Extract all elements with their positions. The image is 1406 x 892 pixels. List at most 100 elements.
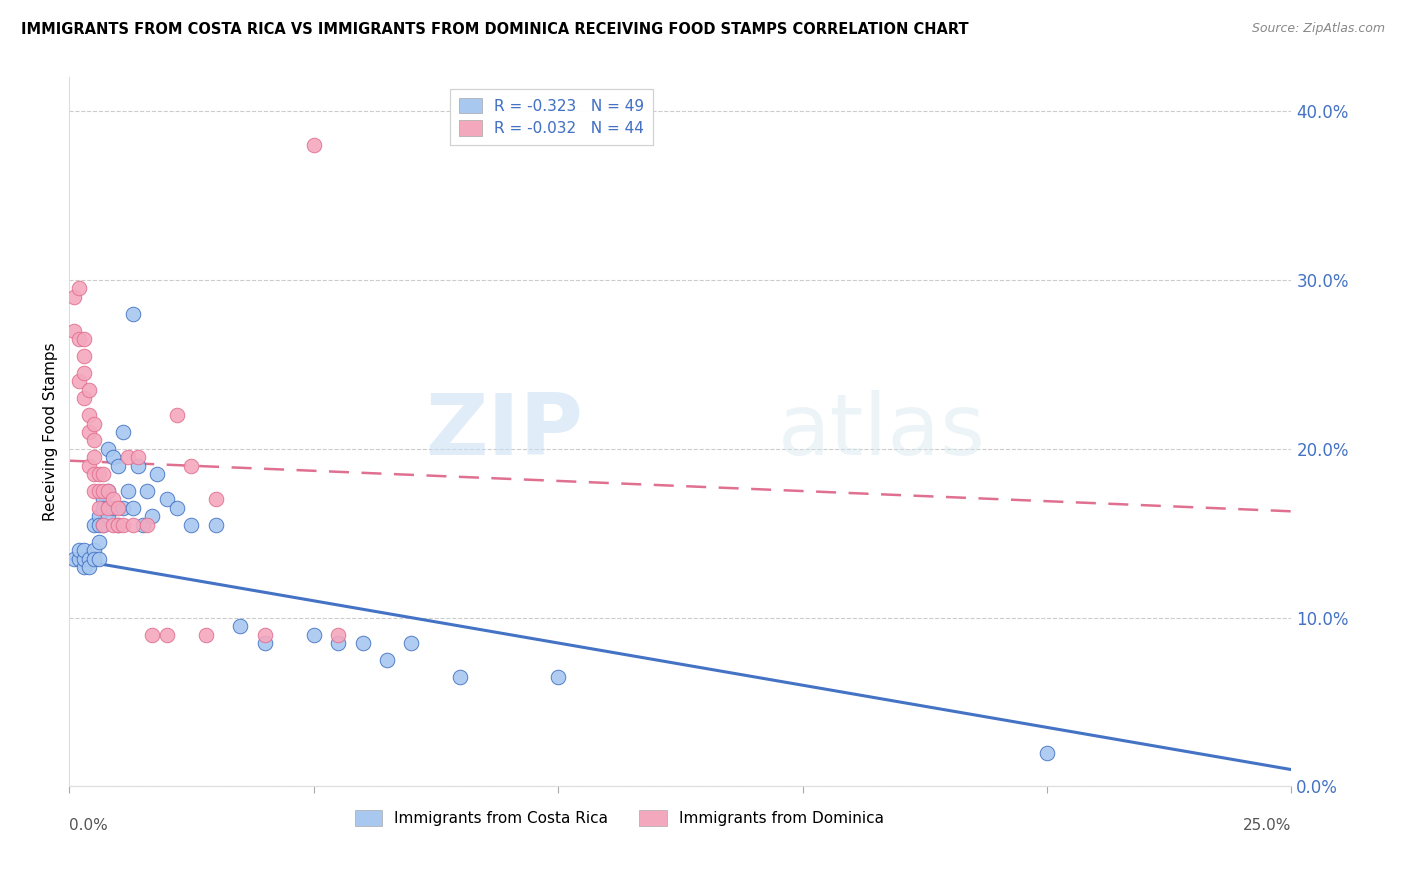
Point xyxy=(93,517,115,532)
Point xyxy=(229,619,252,633)
Point xyxy=(141,627,163,641)
Point xyxy=(83,467,105,482)
Point xyxy=(205,492,228,507)
Point xyxy=(77,458,100,473)
Point xyxy=(97,509,120,524)
Point xyxy=(67,543,90,558)
Point xyxy=(87,534,110,549)
Point xyxy=(111,500,134,515)
Text: Source: ZipAtlas.com: Source: ZipAtlas.com xyxy=(1251,22,1385,36)
Point xyxy=(180,458,202,473)
Y-axis label: Receiving Food Stamps: Receiving Food Stamps xyxy=(44,343,58,521)
Point xyxy=(117,450,139,465)
Point xyxy=(302,627,325,641)
Point xyxy=(87,484,110,499)
Point xyxy=(67,281,90,295)
Point xyxy=(117,484,139,499)
Point xyxy=(401,636,423,650)
Point xyxy=(93,492,115,507)
Point xyxy=(73,391,96,405)
Point xyxy=(73,543,96,558)
Point xyxy=(63,551,86,566)
Point xyxy=(83,517,105,532)
Point xyxy=(121,500,143,515)
Point xyxy=(83,434,105,448)
Text: atlas: atlas xyxy=(778,391,986,474)
Point xyxy=(87,517,110,532)
Point xyxy=(73,560,96,574)
Point xyxy=(180,517,202,532)
Point xyxy=(67,374,90,388)
Point xyxy=(121,517,143,532)
Point xyxy=(141,509,163,524)
Point xyxy=(107,517,129,532)
Point xyxy=(77,425,100,439)
Point xyxy=(253,627,276,641)
Point xyxy=(83,450,105,465)
Point xyxy=(127,450,149,465)
Point xyxy=(67,332,90,346)
Point xyxy=(156,627,179,641)
Legend: R = -0.323   N = 49, R = -0.032   N = 44: R = -0.323 N = 49, R = -0.032 N = 44 xyxy=(450,88,654,145)
Point xyxy=(131,517,153,532)
Point xyxy=(87,551,110,566)
Point xyxy=(103,492,125,507)
Point xyxy=(205,517,228,532)
Point xyxy=(83,551,105,566)
Point xyxy=(63,290,86,304)
Point xyxy=(547,670,569,684)
Point xyxy=(103,450,125,465)
Point xyxy=(73,332,96,346)
Point xyxy=(73,366,96,380)
Point xyxy=(93,517,115,532)
Point xyxy=(97,484,120,499)
Point xyxy=(136,517,159,532)
Point xyxy=(103,517,125,532)
Point xyxy=(1036,746,1059,760)
Point xyxy=(63,324,86,338)
Point xyxy=(127,458,149,473)
Point xyxy=(73,551,96,566)
Point xyxy=(97,442,120,456)
Point xyxy=(97,500,120,515)
Point xyxy=(111,425,134,439)
Point xyxy=(136,484,159,499)
Point xyxy=(166,500,188,515)
Point xyxy=(375,653,398,667)
Text: 0.0%: 0.0% xyxy=(69,818,108,833)
Point xyxy=(87,467,110,482)
Point xyxy=(107,500,129,515)
Point xyxy=(73,349,96,363)
Point xyxy=(326,636,349,650)
Point xyxy=(166,408,188,422)
Point xyxy=(77,560,100,574)
Point xyxy=(107,458,129,473)
Point xyxy=(97,484,120,499)
Point xyxy=(93,484,115,499)
Point xyxy=(146,467,169,482)
Text: IMMIGRANTS FROM COSTA RICA VS IMMIGRANTS FROM DOMINICA RECEIVING FOOD STAMPS COR: IMMIGRANTS FROM COSTA RICA VS IMMIGRANTS… xyxy=(21,22,969,37)
Point xyxy=(302,138,325,153)
Point xyxy=(77,383,100,397)
Point xyxy=(83,417,105,431)
Point xyxy=(67,551,90,566)
Point xyxy=(83,484,105,499)
Point xyxy=(156,492,179,507)
Point xyxy=(77,551,100,566)
Point xyxy=(87,509,110,524)
Point xyxy=(103,500,125,515)
Text: ZIP: ZIP xyxy=(425,391,582,474)
Point xyxy=(253,636,276,650)
Point xyxy=(93,467,115,482)
Point xyxy=(449,670,471,684)
Point xyxy=(326,627,349,641)
Text: 25.0%: 25.0% xyxy=(1243,818,1292,833)
Point xyxy=(93,500,115,515)
Point xyxy=(121,307,143,321)
Point xyxy=(87,500,110,515)
Point xyxy=(195,627,218,641)
Point xyxy=(107,517,129,532)
Point xyxy=(352,636,374,650)
Point xyxy=(111,517,134,532)
Point xyxy=(77,408,100,422)
